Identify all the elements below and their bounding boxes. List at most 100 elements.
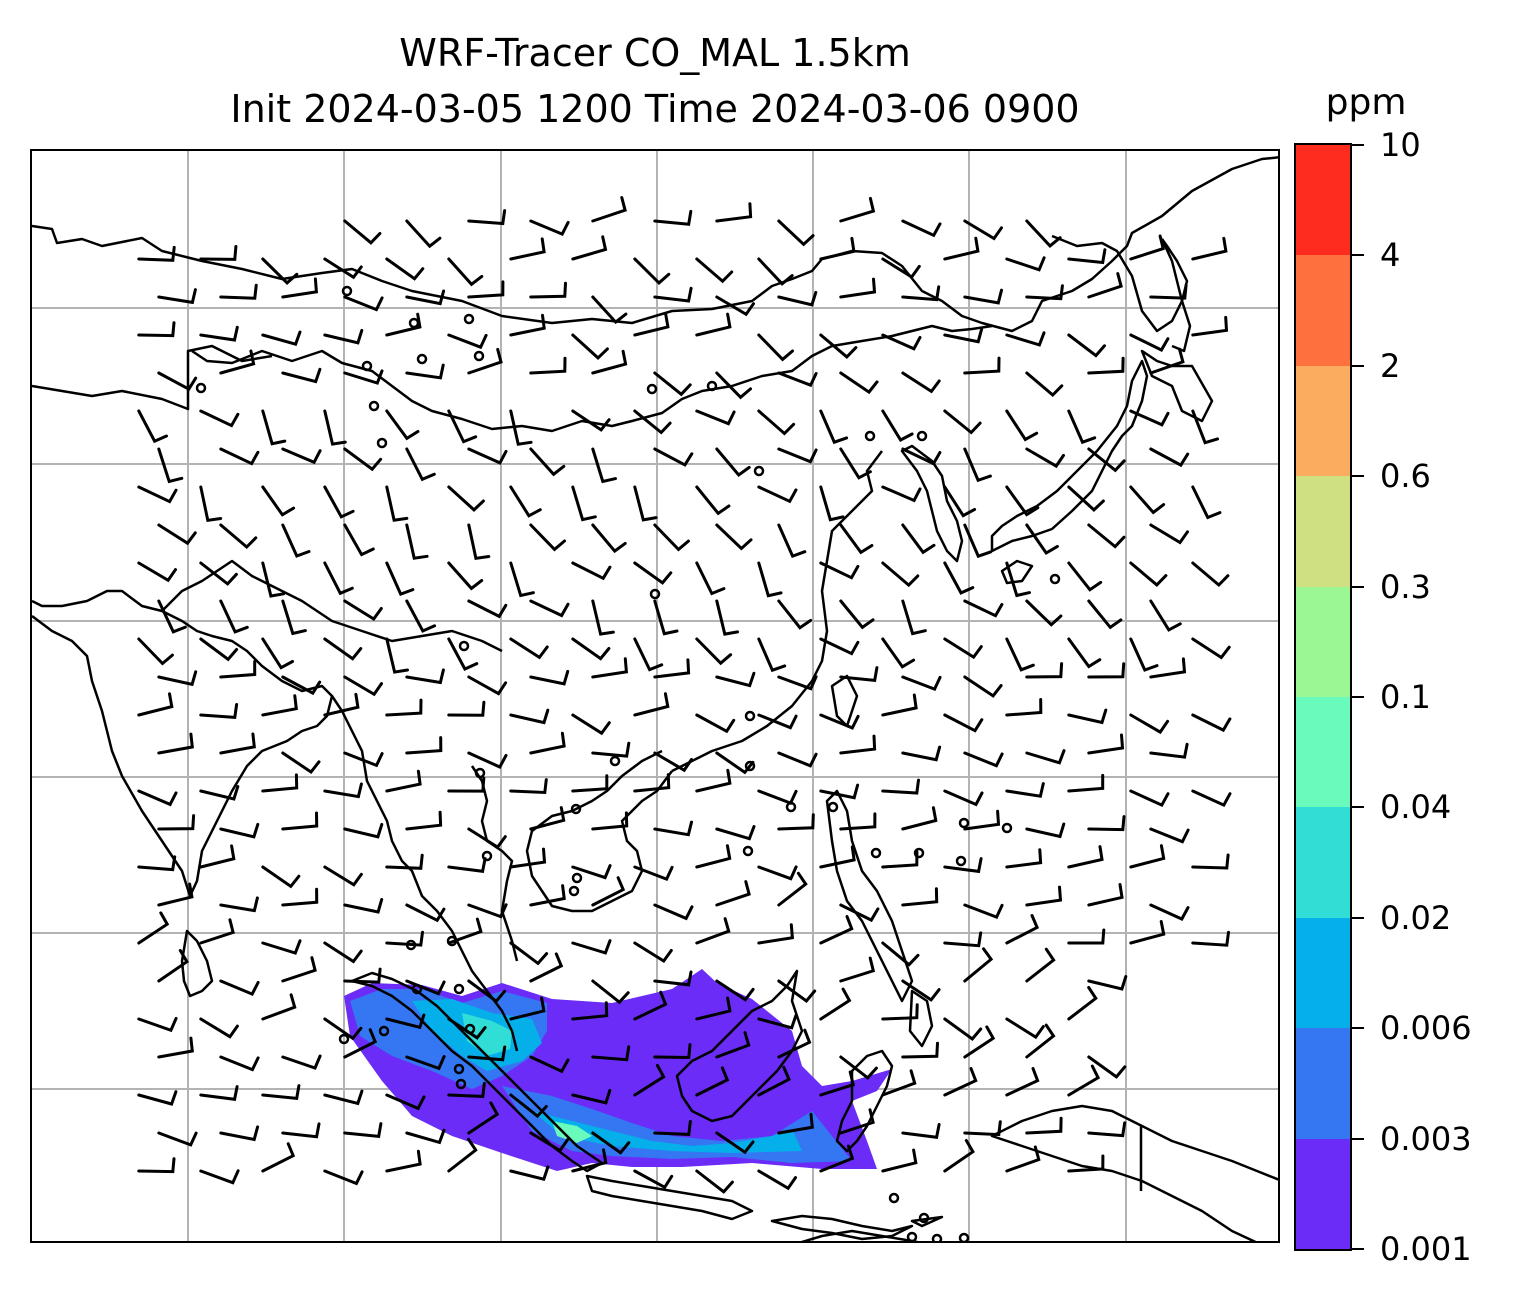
wind-barb: [1191, 853, 1230, 870]
wind-barb: [571, 333, 609, 360]
wind-barb: [1005, 637, 1035, 672]
wind-barb: [591, 447, 617, 484]
wind-barb: [529, 523, 566, 552]
wind-barb: [777, 219, 815, 247]
wind-barb: [1067, 637, 1102, 669]
colorbar-tick-label: 0.6: [1380, 457, 1431, 496]
wind-barb: [281, 447, 322, 465]
wind-barb: [881, 1003, 919, 1021]
wind-barb: [1149, 903, 1190, 921]
wind-barb: [323, 941, 363, 964]
wind-barb: [633, 1169, 674, 1190]
wind-barb: [881, 561, 920, 588]
wind-barb: [571, 561, 612, 581]
calm-wind-marker: [378, 1025, 390, 1037]
wind-barb: [1025, 599, 1063, 627]
calm-wind-marker: [568, 885, 580, 897]
wind-barb: [1087, 1055, 1127, 1079]
colorbar-tick-label: 0.003: [1380, 1119, 1472, 1158]
wind-barb: [1067, 928, 1106, 945]
wind-barb: [447, 917, 483, 945]
wind-barb: [157, 732, 194, 755]
wind-barb: [405, 363, 445, 380]
wind-barb: [137, 1157, 176, 1174]
wind-barb: [261, 409, 287, 446]
wind-barb: [157, 523, 197, 546]
wind-barb: [757, 1014, 798, 1030]
wind-barb: [571, 1148, 608, 1173]
wind-barb: [963, 1120, 1002, 1137]
wind-barb: [839, 1055, 878, 1080]
wind-barb: [343, 822, 384, 839]
wind-barb: [653, 447, 694, 467]
wind-barb: [385, 930, 424, 947]
colorbar: [1294, 143, 1352, 1251]
wind-barb: [509, 778, 548, 795]
wind-barb: [757, 333, 794, 362]
wind-barb: [323, 1089, 364, 1106]
calm-wind-marker: [1001, 822, 1013, 834]
wind-barb: [1129, 920, 1166, 945]
wind-barb: [963, 751, 1004, 768]
wind-barb: [943, 713, 984, 733]
tracer-area-peak2: [552, 1121, 592, 1143]
wind-barb: [1191, 561, 1230, 588]
wind-barb: [881, 257, 921, 280]
wind-barb: [819, 236, 856, 261]
wind-barb: [261, 993, 297, 1021]
wind-barb: [199, 1169, 240, 1185]
calm-wind-marker: [481, 850, 493, 862]
wind-barb: [509, 941, 549, 966]
wind-barb: [653, 209, 693, 226]
wind-barb: [467, 209, 507, 226]
wind-barb: [839, 196, 876, 223]
wind-barb: [405, 599, 437, 633]
wind-barb: [447, 333, 488, 350]
wind-barb: [261, 1084, 301, 1101]
wind-barb: [777, 675, 818, 691]
calm-wind-marker: [570, 803, 582, 815]
wind-barb: [529, 669, 570, 686]
wind-barb: [1005, 1145, 1041, 1173]
wind-barb: [323, 257, 363, 280]
wind-barb: [881, 333, 922, 351]
wind-barb: [715, 371, 752, 400]
wind-barb: [281, 1054, 322, 1070]
wind-barb: [571, 713, 611, 736]
wind-barb: [1087, 1121, 1127, 1138]
colorbar-segment: [1296, 586, 1350, 697]
wind-barb: [137, 692, 174, 717]
wind-barb: [633, 773, 671, 793]
wind-barb: [901, 887, 939, 907]
wind-barb: [467, 1101, 500, 1135]
wind-barb: [1025, 1116, 1063, 1135]
wind-barb: [261, 865, 301, 889]
calm-wind-marker: [646, 383, 658, 395]
wind-barb: [1129, 844, 1166, 869]
colorbar-tick: [1352, 1137, 1364, 1140]
colorbar-tick: [1352, 806, 1364, 809]
wind-barb: [343, 219, 382, 245]
wind-barb: [757, 409, 796, 436]
wind-barb: [591, 349, 628, 375]
wind-barb: [1087, 523, 1126, 549]
wind-barb: [633, 312, 670, 337]
wind-barb: [137, 637, 174, 666]
colorbar-tick: [1352, 1248, 1364, 1250]
wind-barb: [839, 666, 879, 683]
colorbar-segment: [1296, 145, 1350, 256]
wind-barb: [137, 1016, 178, 1033]
wind-barb: [591, 876, 626, 907]
wind-barb: [1005, 485, 1040, 517]
wind-barb: [715, 202, 753, 223]
wind-barb: [385, 698, 423, 717]
wind-barb: [757, 637, 787, 673]
wind-barb: [653, 751, 693, 773]
wind-barb: [405, 1128, 446, 1145]
wind-barb: [405, 736, 443, 755]
wind-barb: [819, 409, 849, 445]
wind-barb: [323, 561, 354, 596]
wind-barb: [1005, 698, 1043, 717]
wind-barb: [467, 675, 508, 696]
calm-wind-marker: [455, 1078, 467, 1090]
